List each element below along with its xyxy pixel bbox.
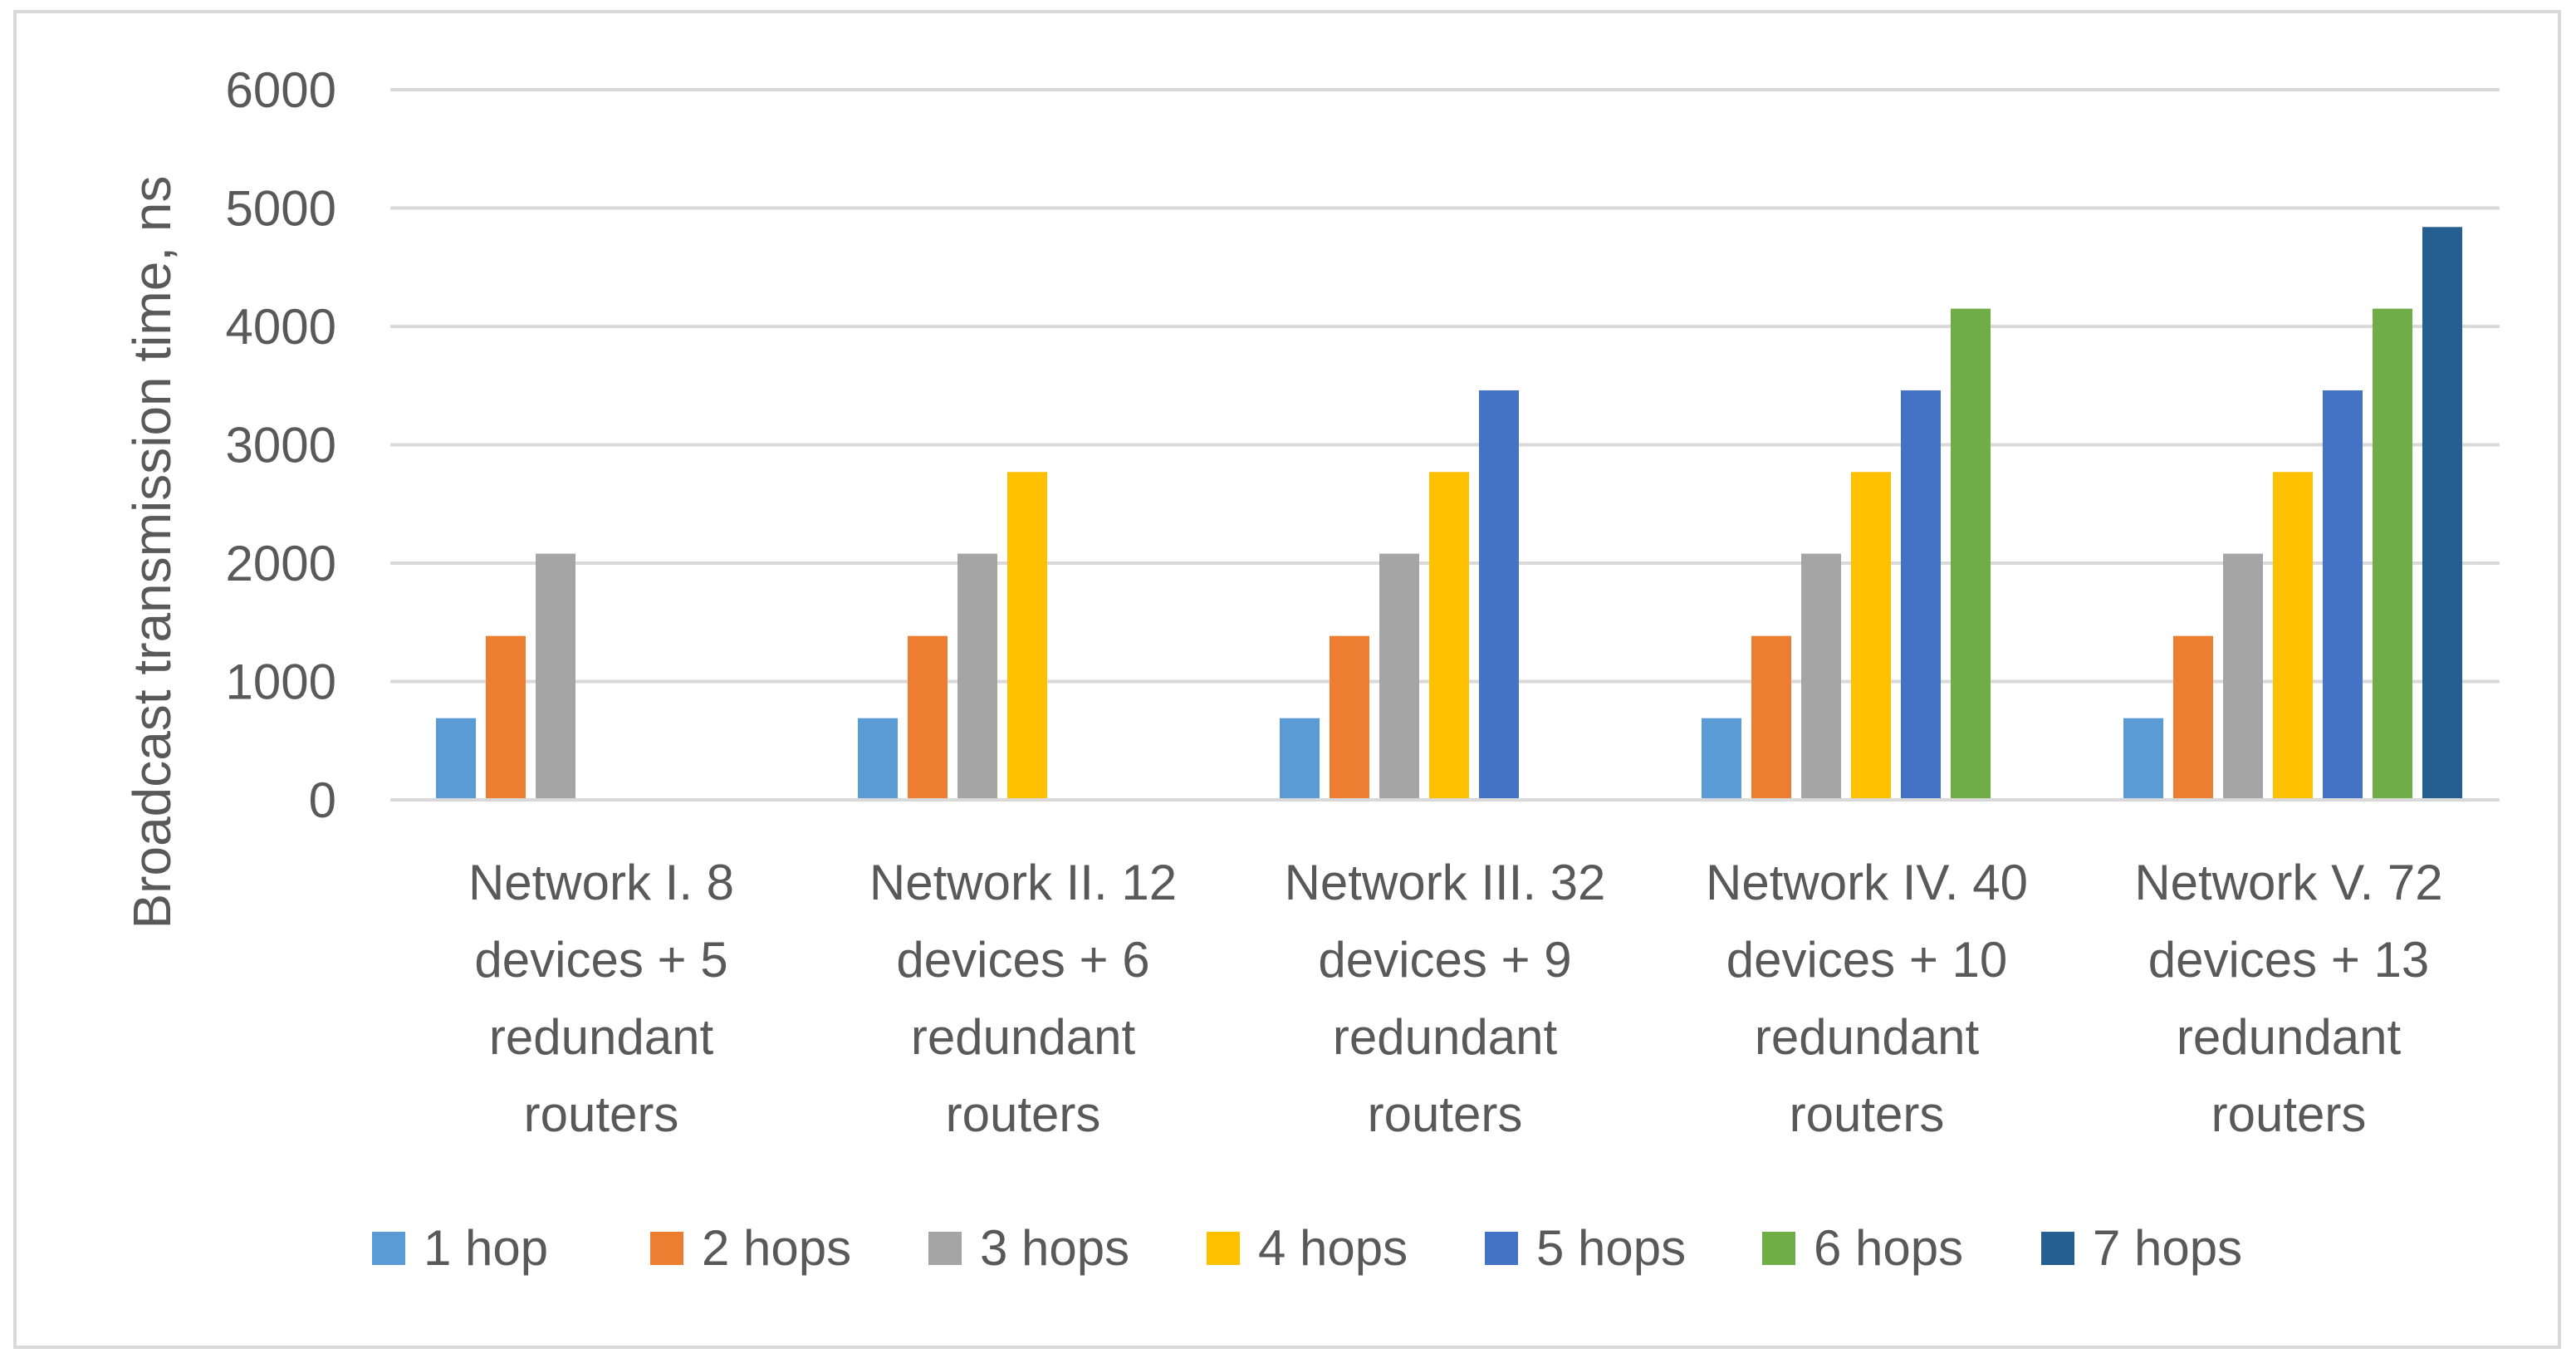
y-tick-label: 2000: [226, 536, 336, 591]
category-label-line: redundant: [1333, 1009, 1558, 1065]
category-label-line: Network IV. 40: [1706, 855, 2028, 910]
category-labels: Network I. 8 devices + 5 redundant routersN…: [468, 855, 2443, 1142]
bar: [1379, 553, 1419, 800]
category-label-line: redundant: [1755, 1009, 1980, 1065]
category-label-line: routers: [2211, 1086, 2367, 1142]
legend-label: 4 hops: [1258, 1220, 1408, 1276]
bar: [1951, 308, 1991, 800]
legend-swatch: [2041, 1232, 2074, 1265]
bar: [1330, 635, 1369, 800]
category-label-line: Network III. 32: [1285, 855, 1606, 910]
category-label-line: redundant: [489, 1009, 714, 1065]
bar: [1801, 553, 1841, 800]
legend-item: 1 hop: [372, 1220, 548, 1276]
chart-frame: [13, 10, 2561, 1349]
category-label: Network III. 32 devices + 9 redundant route…: [1285, 855, 1606, 1142]
legend-item: 7 hops: [2041, 1220, 2242, 1276]
legend-item: 4 hops: [1207, 1220, 1408, 1276]
legend-swatch: [372, 1232, 405, 1265]
legend-item: 5 hops: [1485, 1220, 1686, 1276]
bar: [1702, 718, 1741, 800]
category-label: Network V. 72 devices + 13 redundant router…: [2134, 855, 2442, 1142]
y-tick-label: 1000: [226, 655, 336, 710]
category-label-line: routers: [946, 1086, 1101, 1142]
category-label-line: routers: [1790, 1086, 1945, 1142]
legend: 1 hop 2 hops 3 hops 4 hops 5 hops 6 hops 7 hop…: [372, 1220, 2242, 1276]
category-label: Network I. 8 devices + 5 redundant routers: [468, 855, 734, 1142]
legend-label: 1 hop: [424, 1220, 548, 1276]
category-label-line: routers: [1368, 1086, 1523, 1142]
bar: [1901, 390, 1941, 800]
category-label: Network II. 12 devices + 6 redundant router…: [869, 855, 1177, 1142]
bar: [436, 718, 476, 800]
bar: [1479, 390, 1519, 800]
y-tick-label: 3000: [226, 418, 336, 473]
y-tick-label: 6000: [226, 62, 336, 118]
legend-item: 3 hops: [928, 1220, 1129, 1276]
y-axis-ticks: 0 1000 2000 3000 4000 5000 6000: [226, 62, 336, 828]
category-label-line: Network V. 72: [2134, 855, 2442, 910]
legend-swatch: [1762, 1232, 1795, 1265]
legend-label: 2 hops: [702, 1220, 851, 1276]
legend-label: 7 hops: [2093, 1220, 2242, 1276]
y-tick-label: 5000: [226, 181, 336, 237]
legend-label: 6 hops: [1814, 1220, 1963, 1276]
legend-item: 6 hops: [1762, 1220, 1963, 1276]
category-label-line: Network I. 8: [468, 855, 734, 910]
category-label-line: redundant: [911, 1009, 1136, 1065]
category-label-line: devices + 10: [1726, 932, 2008, 988]
bar: [2273, 472, 2313, 800]
legend-swatch: [1207, 1232, 1240, 1265]
bar: [908, 635, 948, 800]
bar: [1751, 635, 1791, 800]
y-axis-title: Broadcast transmission time, ns: [122, 176, 182, 929]
bar: [858, 718, 898, 800]
bar: [1429, 472, 1469, 800]
bar: [1851, 472, 1891, 800]
category-label-line: devices + 5: [474, 932, 727, 988]
bars: [436, 227, 2462, 800]
bar: [2173, 635, 2213, 800]
category-label-line: redundant: [2177, 1009, 2402, 1065]
legend-label: 3 hops: [980, 1220, 1129, 1276]
legend-swatch: [650, 1232, 683, 1265]
y-tick-label: 0: [309, 772, 336, 828]
category-label-line: devices + 13: [2148, 932, 2430, 988]
bar: [957, 553, 997, 800]
bar: [1007, 472, 1047, 800]
legend-item: 2 hops: [650, 1220, 851, 1276]
legend-label: 5 hops: [1536, 1220, 1686, 1276]
bar: [2123, 718, 2163, 800]
y-tick-label: 4000: [226, 299, 336, 355]
category-label: Network IV. 40 devices + 10 redundant route…: [1706, 855, 2028, 1142]
bar: [1280, 718, 1320, 800]
bar: [2373, 308, 2412, 800]
category-label-line: Network II. 12: [869, 855, 1177, 910]
bar: [2223, 553, 2263, 800]
category-label-line: devices + 6: [896, 932, 1149, 988]
legend-swatch: [1485, 1232, 1518, 1265]
category-label-line: devices + 9: [1318, 932, 1571, 988]
bar: [2323, 390, 2363, 800]
gridlines: [390, 88, 2500, 684]
bar: [486, 635, 526, 800]
bar: [536, 553, 575, 800]
bar: [2422, 227, 2462, 800]
legend-swatch: [928, 1232, 962, 1265]
category-label-line: routers: [524, 1086, 679, 1142]
